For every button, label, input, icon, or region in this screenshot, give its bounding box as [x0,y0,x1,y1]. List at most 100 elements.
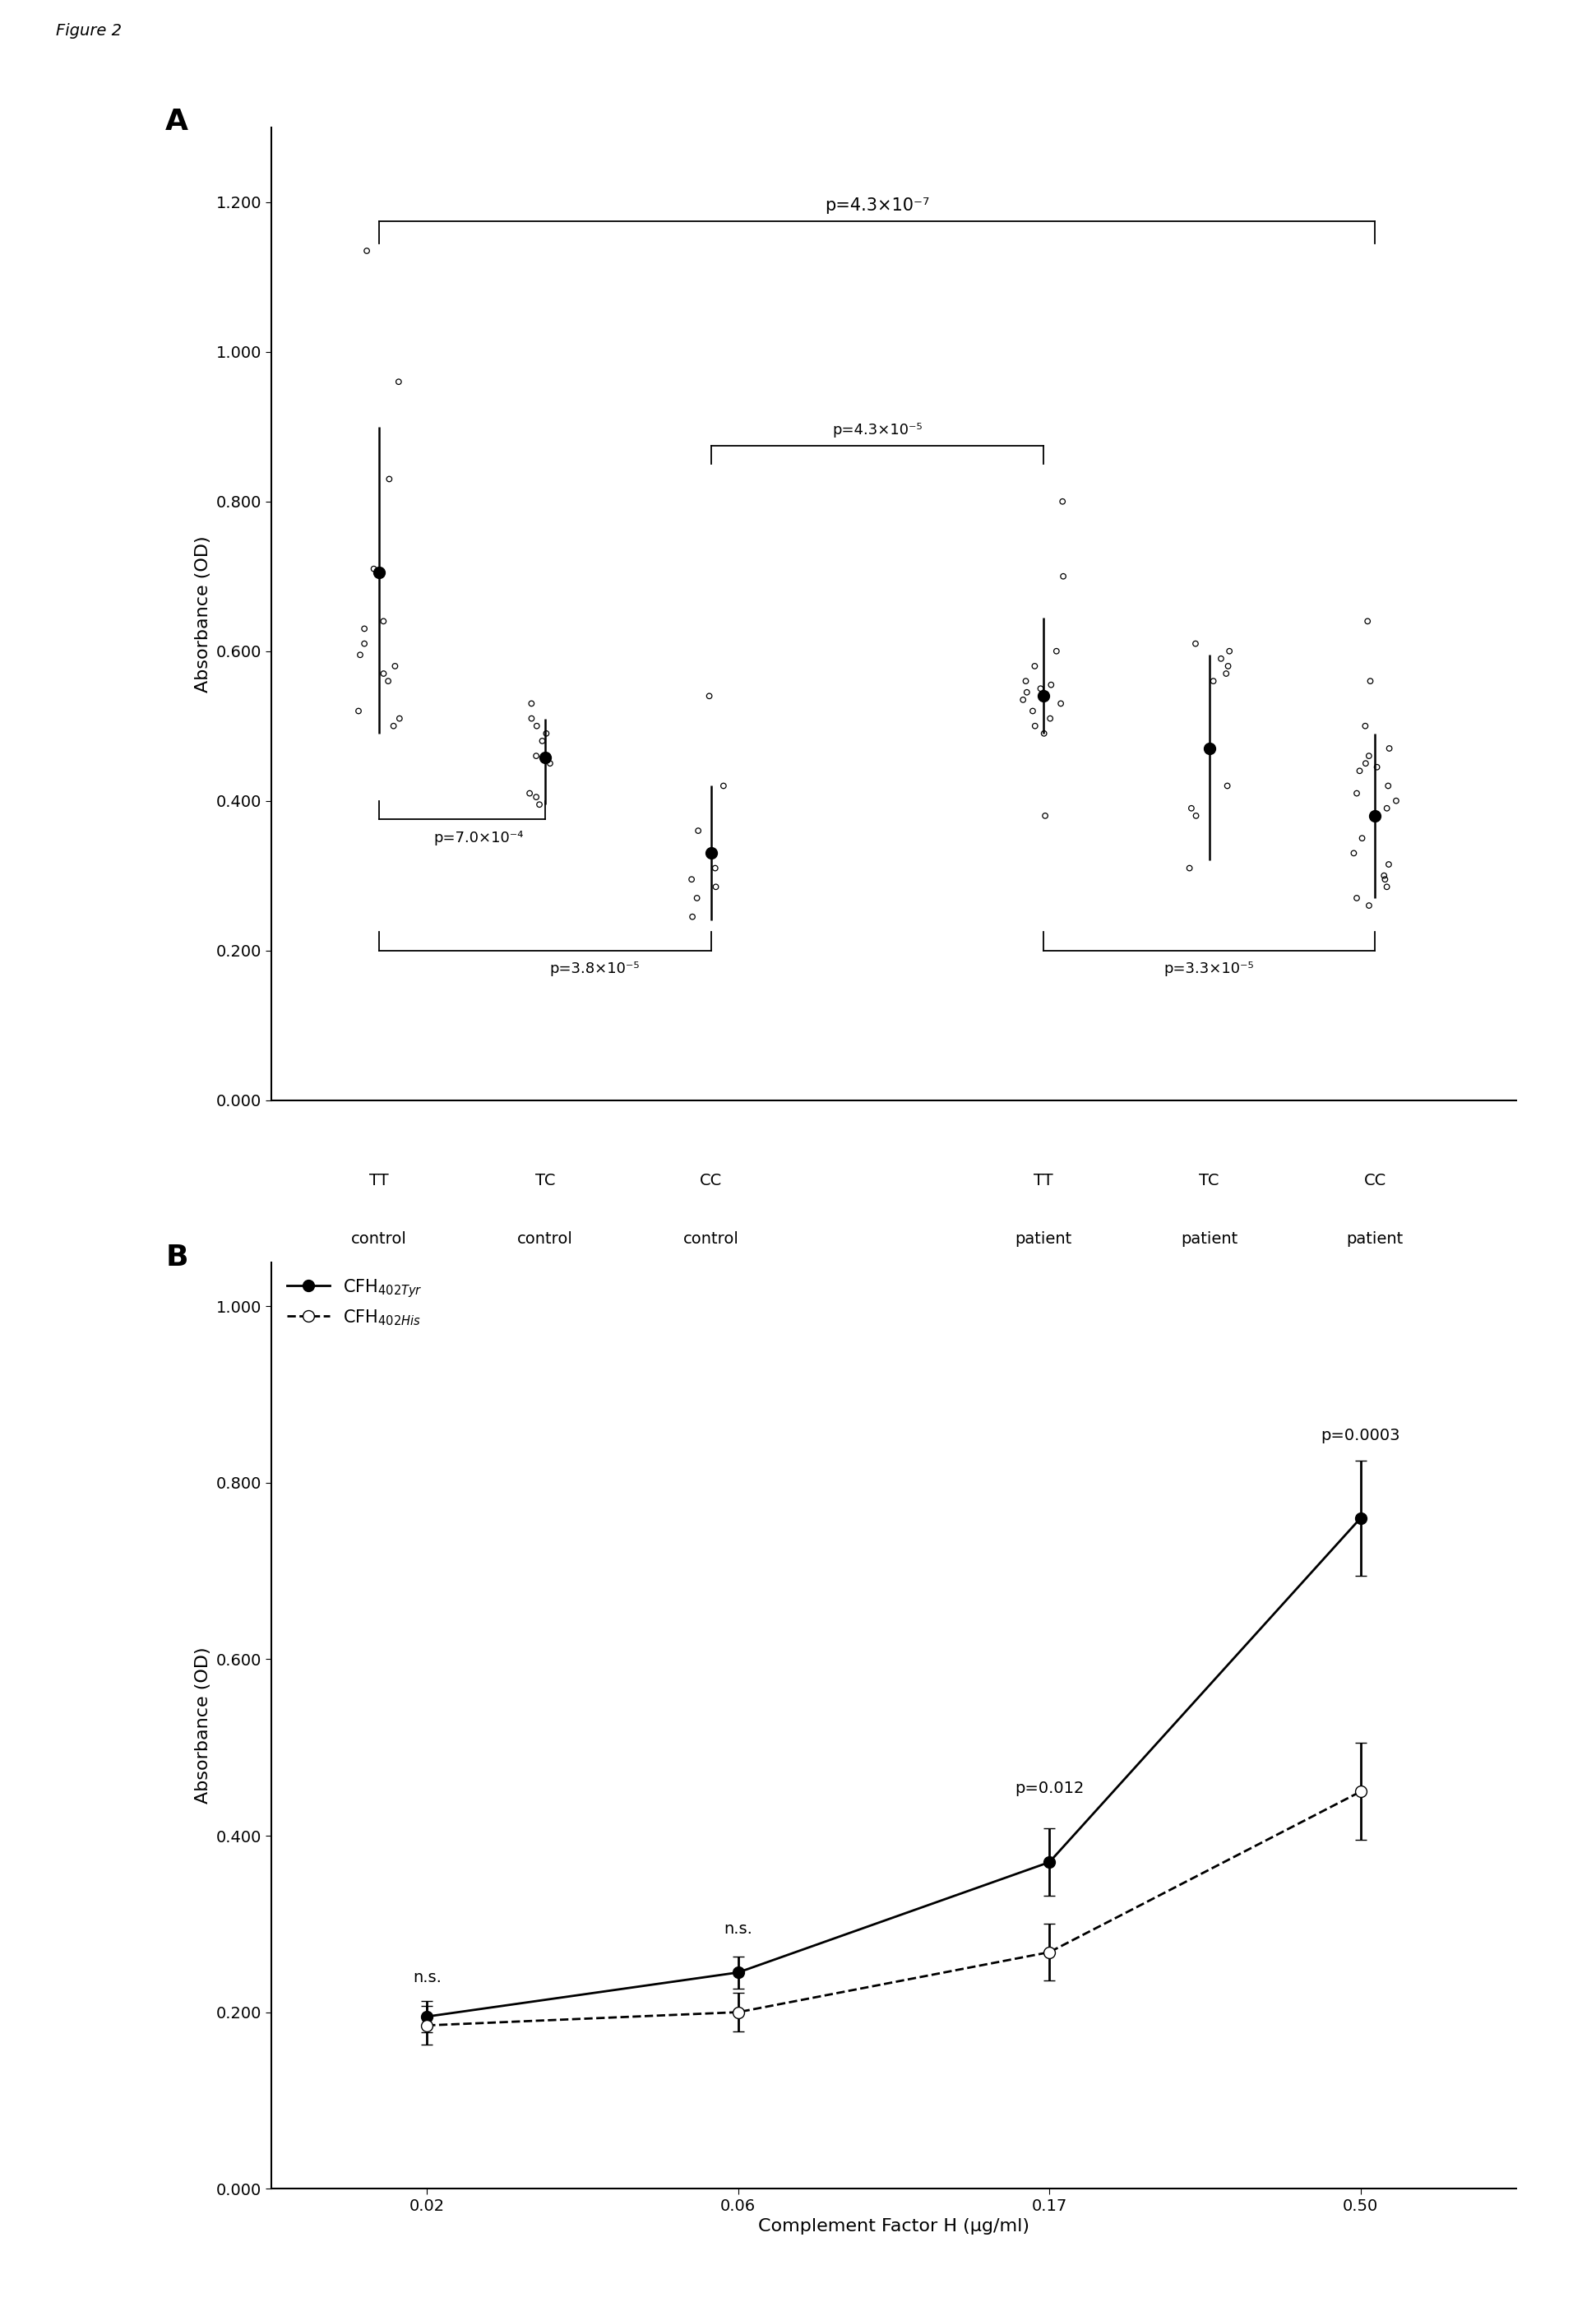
Point [533,716,559,753]
Point [1200,662,1226,699]
Point [381,706,407,743]
Point [351,609,377,646]
Text: control: control [351,1232,407,1246]
Point [704,868,729,906]
Point [1176,850,1202,887]
Point [1344,776,1369,813]
Text: patient: patient [1347,1232,1403,1246]
Text: (n=16): (n=16) [1015,1290,1071,1306]
Point [1039,667,1065,704]
Point [1021,648,1047,686]
Text: n.s.: n.s. [725,1922,752,1936]
Point [354,232,380,269]
X-axis label: Complement Factor H (μg/ml): Complement Factor H (μg/ml) [758,2219,1029,2235]
Text: (n=14): (n=14) [351,1290,407,1306]
Point [1355,602,1381,639]
Text: patient: patient [1015,1232,1071,1246]
Legend: CFH$_{402Tyr}$, CFH$_{402His}$: CFH$_{402Tyr}$, CFH$_{402His}$ [279,1271,429,1334]
Text: CC: CC [1365,1172,1387,1188]
Text: Figure 2: Figure 2 [56,23,121,39]
Point [699,834,725,871]
Text: (n=9): (n=9) [688,1290,734,1306]
Point [1010,681,1036,718]
Point [1215,648,1240,686]
Point [523,778,549,815]
Point [1013,674,1039,711]
Y-axis label: Absorbance (OD): Absorbance (OD) [195,1647,212,1804]
Point [1029,679,1055,716]
Point [1344,880,1369,917]
Text: p=7.0×10⁻⁴: p=7.0×10⁻⁴ [434,831,523,845]
Point [538,746,563,783]
Point [1371,857,1396,894]
Point [377,461,402,498]
Point [1374,868,1400,906]
Point [1215,767,1240,804]
Point [1213,655,1238,692]
Point [680,899,705,936]
Point [1044,632,1069,669]
Point [1216,632,1242,669]
Point [1013,662,1039,699]
Point [527,785,552,822]
Text: p=4.3×10⁻⁷: p=4.3×10⁻⁷ [825,197,929,213]
Point [1023,706,1049,743]
Text: p=4.3×10⁻⁵: p=4.3×10⁻⁵ [832,424,922,438]
Point [361,551,386,588]
Point [523,706,549,743]
Point [1183,797,1208,834]
Point [1357,887,1382,924]
Text: control: control [683,1232,739,1246]
Point [1357,736,1382,774]
Point [1208,639,1234,676]
Point [370,602,396,639]
Point [1373,862,1398,899]
Point [1374,790,1400,827]
Point [710,767,736,804]
Point [1376,767,1401,804]
Point [1049,686,1074,723]
Text: p=3.3×10⁻⁵: p=3.3×10⁻⁵ [1163,961,1254,977]
Text: control: control [517,1232,573,1246]
Point [678,862,704,899]
Point [375,662,401,699]
Text: patient: patient [1181,1232,1237,1246]
Text: B: B [166,1244,188,1271]
Point [383,648,409,686]
Point [1028,669,1053,706]
Point [1358,662,1384,699]
Point [685,880,710,917]
Point [1376,730,1401,767]
Text: p=0.0003: p=0.0003 [1321,1427,1400,1443]
Text: (n=10): (n=10) [517,1290,573,1306]
Text: (n=20): (n=20) [1347,1290,1403,1306]
Text: TC: TC [535,1172,555,1188]
Text: CC: CC [701,1172,723,1188]
Point [523,736,549,774]
Y-axis label: Absorbance (OD): Absorbance (OD) [195,535,211,692]
Point [1353,746,1379,783]
Point [1341,834,1366,871]
Text: A: A [166,109,188,137]
Point [1183,625,1208,662]
Text: p=0.012: p=0.012 [1015,1781,1084,1795]
Point [386,364,412,401]
Text: TT: TT [1034,1172,1053,1188]
Point [1352,706,1377,743]
Text: TC: TC [1199,1172,1219,1188]
Point [1347,753,1373,790]
Point [530,723,555,760]
Text: (n=10): (n=10) [1181,1290,1237,1306]
Point [1037,699,1063,736]
Point [1365,748,1390,785]
Point [346,692,372,730]
Point [1020,692,1045,730]
Point [702,850,728,887]
Point [1033,797,1058,834]
Point [519,686,544,723]
Text: n.s.: n.s. [413,1971,440,1985]
Point [1376,845,1401,882]
Point [517,776,543,813]
Point [370,655,396,692]
Text: TT: TT [370,1172,389,1188]
